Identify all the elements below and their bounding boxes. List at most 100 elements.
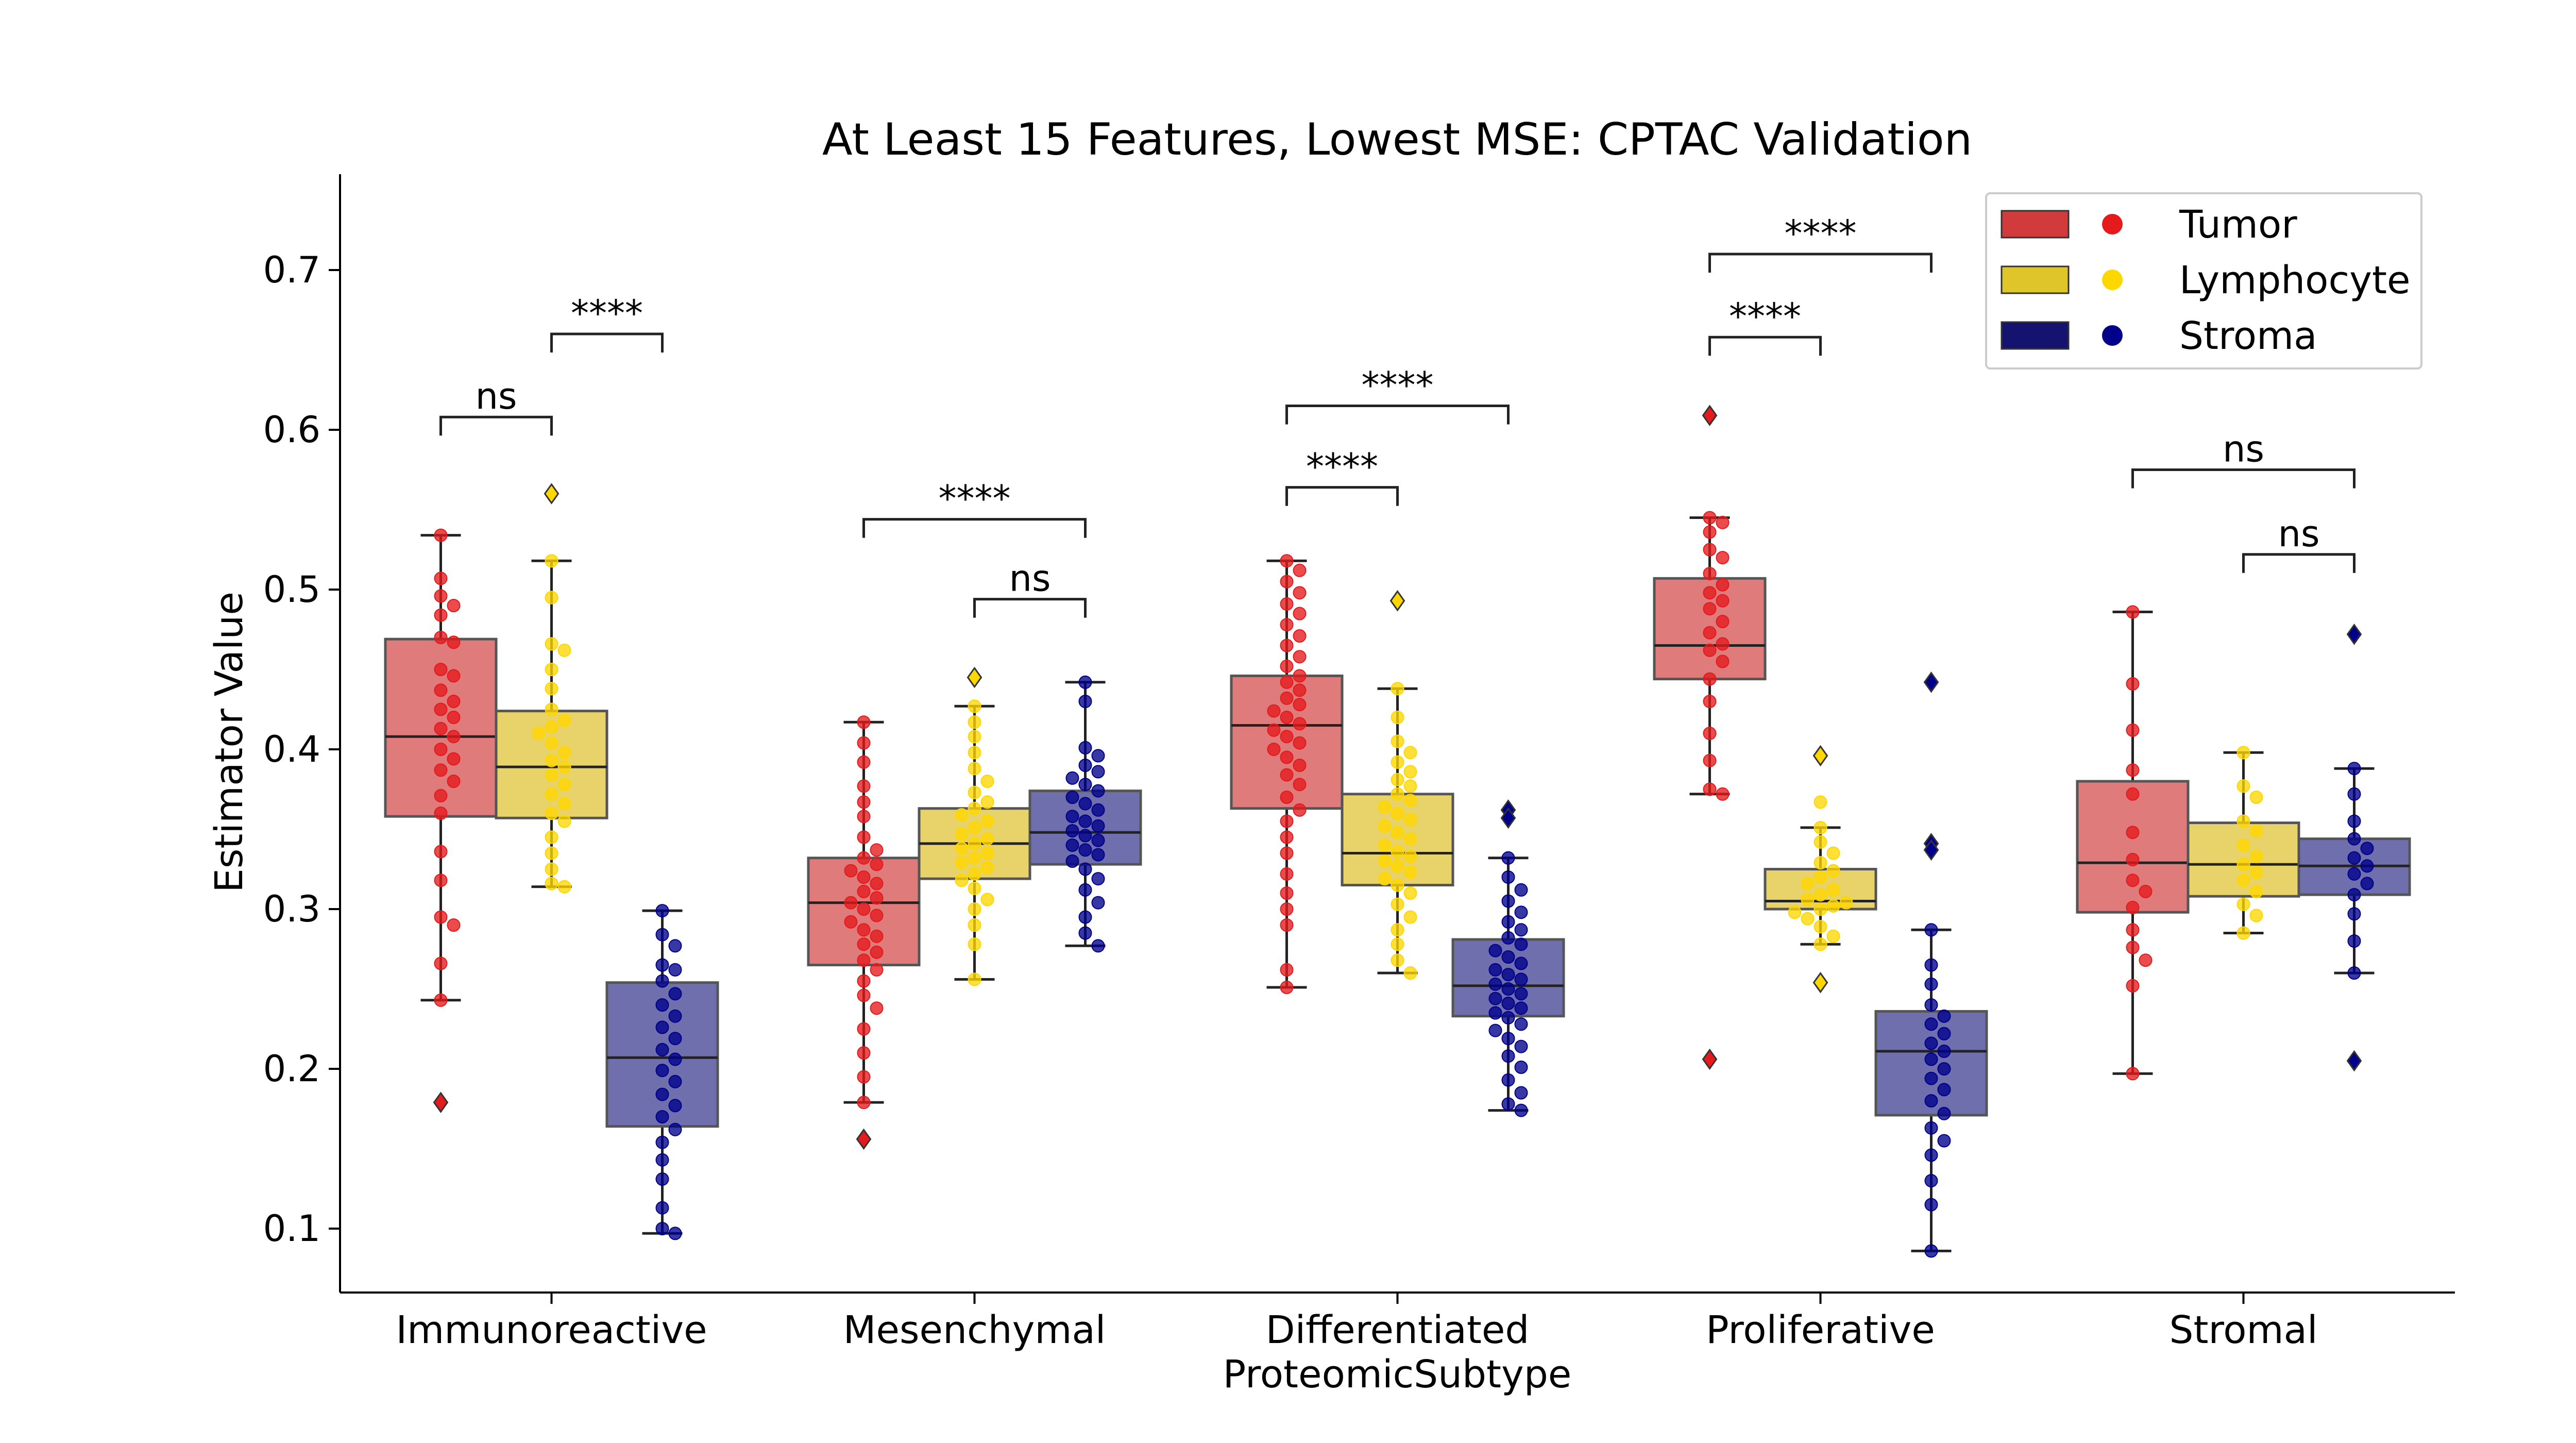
data-point: [668, 963, 682, 977]
data-point: [2236, 838, 2250, 852]
significance-bracket: [1708, 253, 1933, 273]
data-point: [1514, 883, 1528, 897]
data-point: [1091, 784, 1105, 798]
data-point: [2126, 979, 2140, 993]
data-point: [1078, 797, 1092, 811]
data-point: [1280, 867, 1294, 881]
outlier-marker: [1389, 590, 1405, 612]
data-point: [655, 1064, 669, 1078]
data-point: [434, 993, 448, 1007]
data-point: [2236, 746, 2250, 760]
data-point: [1091, 896, 1105, 910]
data-point: [2126, 826, 2140, 840]
data-point: [1078, 926, 1092, 940]
data-point: [1501, 1049, 1515, 1063]
data-point: [1280, 750, 1294, 764]
data-point: [857, 851, 871, 865]
data-point: [968, 801, 981, 815]
data-point: [980, 775, 994, 788]
data-point: [1501, 1032, 1515, 1046]
data-point: [655, 974, 669, 988]
data-point: [955, 874, 969, 887]
data-point: [1267, 743, 1281, 756]
data-point: [1091, 749, 1105, 763]
data-point: [1391, 734, 1404, 748]
data-point: [1826, 883, 1840, 897]
data-point: [1703, 626, 1717, 640]
data-point: [434, 608, 448, 622]
box-iqr: [2076, 780, 2190, 914]
data-point: [655, 1110, 669, 1123]
data-point: [968, 937, 981, 951]
data-point: [857, 974, 871, 988]
outlier-marker: [2346, 624, 2362, 645]
data-point: [2126, 763, 2140, 777]
data-point: [1065, 854, 1079, 868]
legend-label: Lymphocyte: [2179, 258, 2410, 303]
data-point: [1391, 755, 1404, 769]
data-point: [870, 858, 884, 871]
data-point: [870, 945, 884, 959]
data-point: [1501, 950, 1515, 964]
data-point: [1814, 902, 1827, 916]
data-point: [1703, 695, 1717, 708]
data-point: [1716, 655, 1730, 668]
data-point: [1814, 888, 1827, 902]
data-point: [1078, 778, 1092, 792]
data-point: [545, 554, 558, 568]
data-point: [1078, 910, 1092, 924]
data-point: [968, 851, 981, 865]
outlier-marker: [544, 483, 560, 505]
data-point: [1826, 846, 1840, 860]
data-point: [1501, 915, 1515, 929]
data-point: [1501, 870, 1515, 884]
data-point: [655, 928, 669, 942]
data-point: [2236, 779, 2250, 793]
significance-bracket: [550, 332, 664, 353]
box-group: [2076, 605, 2190, 1081]
data-point: [870, 963, 884, 977]
data-point: [857, 1022, 871, 1036]
x-tick-label: Mesenchymal: [843, 1308, 1106, 1352]
data-point: [1391, 807, 1404, 820]
outlier-marker: [1923, 839, 1939, 861]
y-tick-label: 0.3: [263, 888, 320, 930]
data-point: [980, 814, 994, 828]
data-point: [968, 836, 981, 850]
data-point: [2126, 1067, 2140, 1081]
data-point: [2347, 851, 2361, 865]
data-point: [1814, 820, 1827, 834]
data-point: [1293, 650, 1307, 664]
box-group: [918, 666, 1031, 986]
data-point: [1378, 872, 1392, 886]
outlier-marker: [1812, 745, 1828, 767]
data-point: [1924, 1121, 1938, 1135]
data-point: [968, 746, 981, 760]
data-point: [1703, 672, 1717, 686]
data-point: [668, 1052, 682, 1066]
data-point: [2347, 832, 2361, 846]
data-point: [1703, 643, 1717, 657]
data-point: [1514, 905, 1528, 919]
data-point: [1488, 944, 1502, 958]
data-point: [2249, 791, 2263, 804]
outlier-marker: [856, 1128, 872, 1150]
data-point: [1514, 1086, 1528, 1100]
legend-frame: [1985, 192, 2422, 370]
data-point: [857, 830, 871, 844]
box-group: [1874, 672, 1988, 1258]
data-point: [434, 572, 448, 585]
data-point: [2360, 842, 2374, 855]
data-point: [857, 902, 871, 916]
data-point: [1488, 977, 1502, 991]
data-point: [1078, 741, 1092, 754]
data-point: [668, 939, 682, 953]
data-point: [2347, 787, 2361, 801]
data-point: [2236, 897, 2250, 911]
outlier-marker: [433, 1092, 449, 1113]
data-point: [1280, 791, 1294, 804]
data-point: [655, 1043, 669, 1056]
data-point: [1391, 826, 1404, 840]
legend-swatch-point: [2102, 214, 2123, 234]
